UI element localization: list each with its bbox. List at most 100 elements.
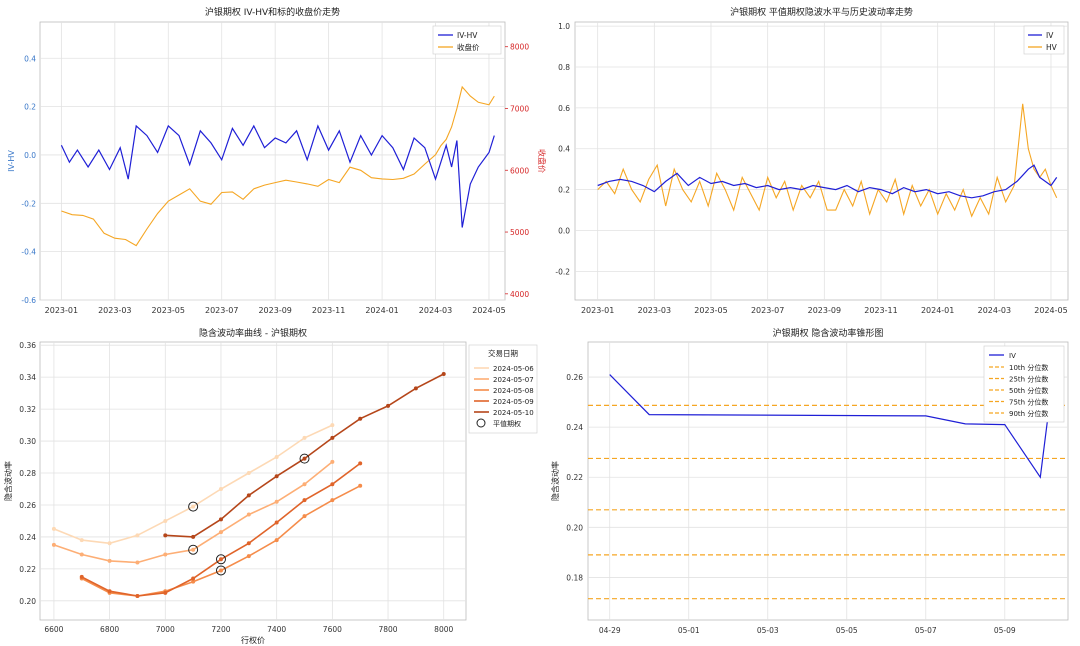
data-point (218, 517, 223, 522)
atm-marker (215, 554, 226, 565)
x-tick-label: 05-05 (836, 626, 858, 635)
legend-atm-marker (476, 418, 486, 428)
x-tick-label: 8000 (434, 625, 453, 634)
data-point (413, 386, 418, 391)
plot-frame (587, 341, 1069, 621)
x-tick-label: 2023-01 (45, 306, 78, 315)
legend: 交易日期 2024-05-06 2024-05-07 2024-05-08 2024-0… (468, 344, 538, 434)
chart-title: 隐含波动率曲线 - 沪银期权 (199, 327, 307, 339)
y-tick-label: 0.2 (558, 186, 570, 195)
x-tick-label: 05-03 (757, 626, 779, 635)
series-2024-05-07 (51, 459, 335, 565)
data-point (163, 590, 168, 595)
y-tick-label: 1.0 (558, 22, 570, 31)
series-line-iv (609, 351, 1057, 479)
data-point (191, 547, 196, 552)
series-line (53, 424, 333, 545)
y-tick-label: -0.2 (21, 199, 36, 208)
x-tick-label: 2023-07 (205, 306, 238, 315)
data-point (246, 512, 251, 517)
y-tick-label: 0.0 (558, 227, 570, 236)
data-point (302, 456, 307, 461)
legend-label: 2024-05-09 (493, 398, 534, 406)
data-point (163, 518, 168, 523)
chart-title: 沪银期权 平值期权隐波水平与历史波动率走势 (730, 6, 913, 18)
x-tick-label: 2023-09 (808, 306, 841, 315)
y-tick-label: 0.6 (558, 104, 570, 113)
y-tick-label: 0.24 (19, 533, 36, 542)
y-axis-label: 隐含波动率 (550, 461, 560, 501)
legend-label: 2024-05-06 (493, 365, 534, 373)
chart-title: 沪银期权 IV-HV和标的收盘价走势 (205, 6, 340, 18)
series-2024-05-06 (51, 423, 335, 546)
data-point (107, 541, 112, 546)
x-tick-label: 05-01 (678, 626, 700, 635)
data-point (358, 416, 363, 421)
data-point (274, 520, 279, 525)
panel-iv-hv: 2023-01 2023-03 2023-05 2023-07 2023-09 2023-… (555, 6, 1069, 315)
x-tick-label: 04-29 (599, 626, 621, 635)
y-axis-label: IV-HV (7, 150, 16, 172)
data-point (163, 533, 168, 538)
data-point (330, 482, 335, 487)
data-point (107, 589, 112, 594)
legend-label: 2024-05-10 (493, 409, 534, 417)
atm-marker (188, 501, 199, 512)
data-point (51, 526, 56, 531)
y-tick-label: 0.34 (19, 373, 36, 382)
y-tick-label: 0.18 (566, 573, 583, 582)
y-tick-label: -0.2 (555, 267, 570, 276)
series-line-ivhv (60, 124, 495, 228)
series-2024-05-09 (79, 461, 363, 599)
data-point (79, 538, 84, 543)
atm-marker (215, 565, 226, 576)
panel-ivhv-close: 2023-01 2023-03 2023-05 2023-07 2023-09 2023-… (7, 6, 547, 315)
legend-label: 2024-05-08 (493, 387, 534, 395)
y-tick-label: -0.6 (21, 296, 36, 305)
legend-box (468, 344, 538, 434)
data-point (330, 423, 335, 428)
y-tick-label: 0.4 (558, 145, 570, 154)
data-point (302, 482, 307, 487)
x-tick-label: 7600 (323, 625, 342, 634)
data-point (274, 455, 279, 460)
x-tick-label: 6600 (44, 625, 63, 634)
data-point (246, 493, 251, 498)
y-tick-label: 0.26 (19, 501, 36, 510)
data-point (330, 498, 335, 503)
panel-iv-smile: 6600 6800 7000 7200 7400 7600 7800 8000 0.20 0.22… (3, 327, 467, 645)
data-point (79, 574, 84, 579)
data-point (79, 552, 84, 557)
y-tick-label: 0.36 (19, 341, 36, 350)
legend-label: 10th 分位数 (1009, 363, 1048, 372)
x-tick-label: 2024-01 (365, 306, 398, 315)
x-tick-label: 7000 (156, 625, 175, 634)
x-axis-label: 行权价 (241, 635, 265, 645)
y-tick-label: 0.22 (566, 473, 583, 482)
x-tick-label: 7200 (211, 625, 230, 634)
legend-box (432, 25, 502, 55)
y-tick-label: 0.30 (19, 437, 36, 446)
data-point (358, 483, 363, 488)
series-line-iv (597, 164, 1058, 199)
y2-tick-label: 5000 (510, 228, 529, 237)
y-tick-label: 0.22 (19, 565, 36, 574)
y-tick-label: 0.4 (24, 54, 36, 63)
data-point (218, 557, 223, 562)
x-tick-label: 2023-11 (864, 306, 897, 315)
data-point (386, 403, 391, 408)
y-axis-label: 隐含波动率 (3, 461, 13, 501)
legend-label: 平值期权 (493, 419, 521, 428)
y-tick-label: 0.26 (566, 373, 583, 382)
panel-iv-cone: 04-29 05-01 05-03 05-05 05-07 05-09 0.18 0.20 0.… (550, 327, 1069, 635)
x-tick-label: 2024-05 (472, 306, 505, 315)
y-tick-label: 0.0 (24, 151, 36, 160)
x-tick-label: 2024-03 (419, 306, 452, 315)
x-tick-label: 2023-01 (581, 306, 614, 315)
plot-frame (39, 341, 467, 621)
x-tick-label: 2023-03 (638, 306, 671, 315)
x-tick-label: 7800 (378, 625, 397, 634)
y-tick-label: 0.2 (24, 103, 36, 112)
data-point (274, 499, 279, 504)
